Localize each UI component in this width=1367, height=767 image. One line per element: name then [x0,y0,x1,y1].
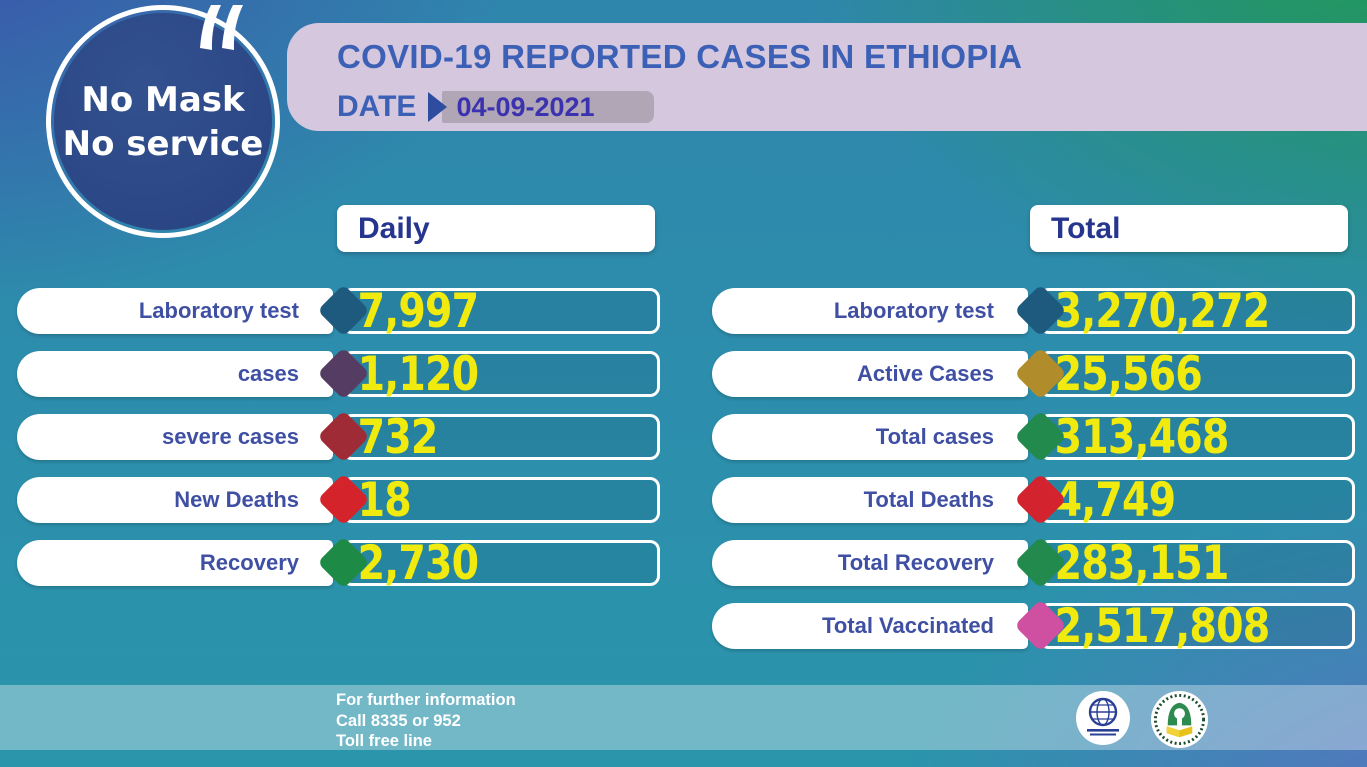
total-row-total-recovery: Total Recovery 283,151 [0,536,1367,591]
daily-row-recovery: Recovery 2,730 [0,536,1367,591]
stat-value-box: 283,151 [1039,536,1355,591]
stat-label-pill: Total Deaths [712,477,1028,523]
stat-value-box: 18 [342,477,660,524]
stat-label: Active Cases [857,361,994,386]
badge-circle [54,13,272,230]
daily-row-laboratory-test: Laboratory test 7,997 [0,284,1367,339]
stat-value: 3,270,272 [1054,284,1271,339]
total-row-total-vaccinated: Total Vaccinated 2,517,808 [0,599,1367,654]
stat-label-pill: Total cases [712,414,1028,460]
badge-text: No Mask No service [63,78,264,166]
quote-icon [200,5,243,50]
stat-value-box: 313,468 [1039,410,1355,465]
stat-value: 1,120 [357,347,480,402]
date-label: DATE [337,90,417,123]
total-column-header: Total [1030,205,1348,252]
stat-value-box: 3,270,272 [1039,284,1355,339]
stat-label: cases [237,361,299,386]
daily-column-header: Daily [337,205,655,252]
stat-value: 313,468 [1054,410,1230,465]
stat-value-box: 2,517,808 [1039,599,1355,654]
total-header-label: Total [1051,212,1121,245]
stat-label: severe cases [161,424,299,449]
ministry-of-health-logo [1151,691,1208,748]
date-row: DATE 04-09-2021 [337,90,655,123]
page-title: COVID-19 REPORTED CASES IN ETHIOPIA [337,38,1023,75]
stat-value-box: 732 [342,410,660,465]
date-arrow-icon [428,92,448,122]
daily-row-new-deaths: New Deaths 18 [0,473,1367,526]
stat-label: Total Recovery [837,550,994,575]
total-row-total-deaths: Total Deaths 4,749 [0,473,1367,528]
stat-label-pill: Total Vaccinated [712,603,1028,649]
stat-value-box: 25,566 [1039,347,1355,402]
no-mask-badge: No Mask No service [46,5,280,238]
footer-line2: Call 8335 or 952 [336,711,461,730]
ephi-globe-logo [1076,691,1130,745]
total-row-laboratory-test: Laboratory test 3,270,272 [0,284,1367,339]
stat-value-box: 7,997 [342,284,660,339]
stat-value: 732 [357,410,439,465]
stat-label: Total cases [875,424,994,449]
stat-label: New Deaths [174,487,299,512]
stat-value: 283,151 [1054,536,1230,591]
stat-label: Laboratory test [138,298,299,323]
footer-info-text: For further information Call 8335 or 952… [336,690,516,752]
daily-row-severe-cases: severe cases 732 [0,410,1367,465]
stat-label: Recovery [199,550,299,575]
badge-line2: No service [62,123,264,164]
stat-label: Total Deaths [863,487,994,512]
footer-line1: For further information [336,691,516,709]
stat-value: 25,566 [1054,347,1203,402]
stat-label: Total Vaccinated [822,613,994,638]
stat-label-pill: New Deaths [17,477,333,523]
footer-band: For further information Call 8335 or 952… [0,685,1367,750]
stat-label-pill: Active Cases [712,351,1028,397]
stat-value-box: 1,120 [342,347,660,402]
stat-label-pill: Laboratory test [17,288,333,334]
stat-value: 4,749 [1054,473,1177,528]
stat-value: 7,997 [357,284,480,339]
stat-label-pill: Recovery [17,540,333,586]
stat-label-pill: severe cases [17,414,333,460]
daily-header-label: Daily [358,212,430,245]
stat-label-pill: Laboratory test [712,288,1028,334]
stat-value: 2,730 [357,536,480,591]
stat-value-box: 2,730 [342,536,660,591]
header-band: COVID-19 REPORTED CASES IN ETHIOPIA DATE… [287,23,1367,131]
stat-label-pill: cases [17,351,333,397]
badge-line1: No Mask [81,79,245,120]
stat-value: 2,517,808 [1054,599,1271,654]
footer-line3: Toll free line [336,732,432,750]
total-row-total-cases: Total cases 313,468 [0,410,1367,465]
stat-label-pill: Total Recovery [712,540,1028,586]
daily-row-cases: cases 1,120 [0,347,1367,402]
date-value: 04-09-2021 [442,91,655,123]
total-row-active-cases: Active Cases 25,566 [0,347,1367,402]
stat-value-box: 4,749 [1039,473,1355,528]
stat-label: Laboratory test [833,298,994,323]
